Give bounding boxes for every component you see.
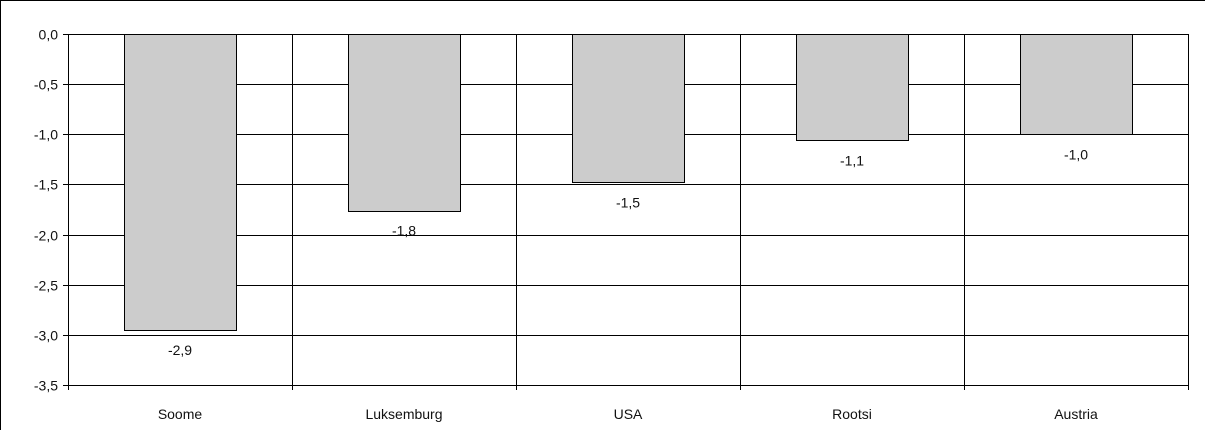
y-tick-label: 0,0 (39, 27, 59, 43)
bar-soome (124, 34, 237, 331)
y-tick-label: -0,5 (34, 77, 58, 93)
y-tick-label: -1,0 (34, 127, 58, 143)
category-label: USA (614, 406, 643, 422)
y-tick-label: -2,0 (34, 228, 58, 244)
category-label: Rootsi (832, 406, 872, 422)
category-label: Soome (158, 406, 203, 422)
category-label: Austria (1054, 406, 1098, 422)
data-label: -1,1 (840, 152, 864, 168)
bar-luksemburg (348, 34, 461, 212)
bar-austria (1020, 34, 1133, 135)
y-tick-label: -2,5 (34, 278, 58, 294)
y-tick-label: -3,0 (34, 328, 58, 344)
data-label: -2,9 (168, 342, 192, 358)
bar-rootsi (796, 34, 909, 141)
data-label: -1,0 (1064, 146, 1088, 162)
category-label: Luksemburg (365, 406, 442, 422)
bar-usa (572, 34, 685, 183)
data-label: -1,8 (392, 223, 416, 239)
y-tick-label: -1,5 (34, 177, 58, 193)
data-label: -1,5 (616, 194, 640, 210)
y-tick-label: -3,5 (34, 378, 58, 394)
